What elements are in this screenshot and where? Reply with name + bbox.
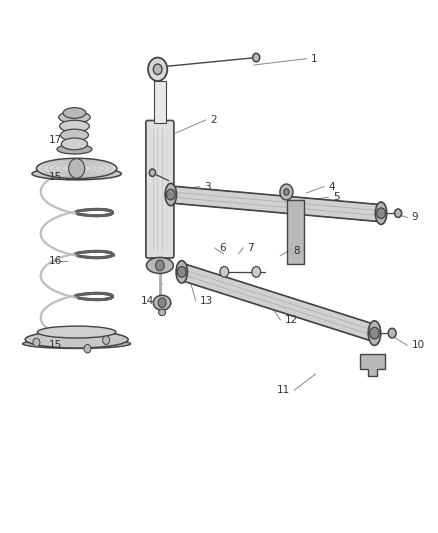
Circle shape (220, 266, 229, 277)
Ellipse shape (159, 309, 166, 316)
Text: 8: 8 (293, 246, 300, 255)
Circle shape (370, 327, 379, 339)
Ellipse shape (176, 261, 187, 283)
Circle shape (280, 184, 293, 200)
Text: 15: 15 (49, 341, 62, 350)
Ellipse shape (23, 339, 131, 349)
Polygon shape (180, 264, 376, 341)
Circle shape (177, 266, 186, 277)
Circle shape (33, 338, 40, 347)
Ellipse shape (37, 326, 116, 338)
Ellipse shape (60, 120, 89, 132)
Text: 9: 9 (412, 213, 418, 222)
Ellipse shape (36, 158, 117, 179)
Circle shape (253, 53, 260, 62)
Ellipse shape (59, 111, 90, 123)
Ellipse shape (32, 168, 121, 180)
Text: 7: 7 (247, 243, 254, 253)
Ellipse shape (57, 144, 92, 154)
Ellipse shape (60, 129, 88, 141)
Text: 13: 13 (200, 296, 213, 306)
Text: 16: 16 (49, 256, 62, 266)
Text: 15: 15 (49, 172, 62, 182)
Circle shape (148, 58, 167, 81)
Circle shape (284, 189, 289, 195)
Circle shape (155, 260, 164, 271)
Ellipse shape (25, 331, 128, 348)
Circle shape (166, 189, 175, 200)
Text: 12: 12 (285, 315, 298, 325)
Bar (154, 81, 166, 123)
Circle shape (377, 208, 385, 219)
Text: 6: 6 (219, 243, 226, 253)
Text: 14: 14 (141, 296, 154, 306)
Circle shape (252, 266, 261, 277)
Ellipse shape (165, 183, 177, 206)
Bar (287, 200, 304, 264)
Circle shape (149, 169, 155, 176)
Circle shape (388, 328, 396, 338)
Text: 2: 2 (210, 115, 217, 125)
Circle shape (102, 336, 110, 344)
Polygon shape (170, 186, 381, 222)
Ellipse shape (63, 108, 86, 118)
Circle shape (395, 209, 402, 217)
Ellipse shape (61, 138, 88, 150)
Text: 11: 11 (277, 385, 290, 395)
Ellipse shape (368, 321, 381, 345)
Text: 3: 3 (204, 182, 210, 191)
Circle shape (153, 64, 162, 75)
Text: 1: 1 (311, 54, 318, 63)
Text: 4: 4 (328, 182, 335, 191)
Circle shape (84, 344, 91, 353)
Circle shape (158, 298, 166, 308)
Text: 10: 10 (412, 341, 425, 350)
Circle shape (69, 159, 85, 178)
Ellipse shape (146, 257, 173, 273)
Ellipse shape (375, 202, 387, 224)
FancyBboxPatch shape (146, 120, 174, 258)
Ellipse shape (153, 295, 171, 310)
Text: 5: 5 (333, 192, 339, 202)
Polygon shape (360, 354, 385, 376)
Text: 17: 17 (49, 135, 62, 144)
